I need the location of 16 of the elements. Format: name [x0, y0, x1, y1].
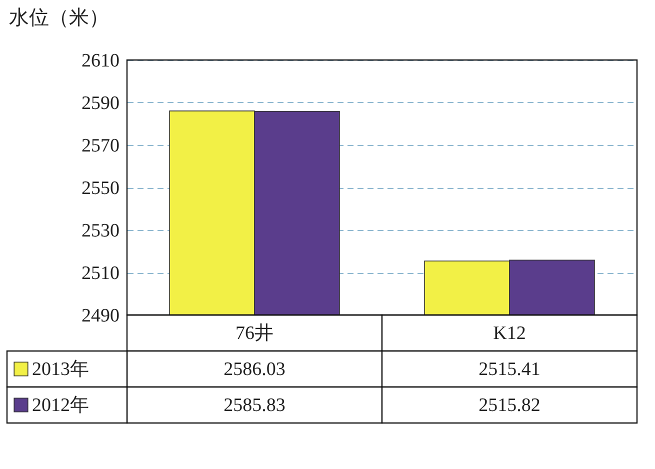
y-axis-title: 水位（米）	[9, 7, 109, 29]
y-tick-label: 2550	[82, 178, 120, 199]
data-label: 2515.41	[478, 359, 540, 380]
y-tick-label: 2610	[82, 50, 120, 72]
y-tick-label: 2490	[82, 306, 120, 326]
legend-label: 2013年	[32, 359, 89, 380]
data-label: 2585.83	[224, 395, 286, 416]
y-tick-label: 2530	[82, 220, 120, 242]
y-tick-label: 2590	[82, 93, 120, 114]
y-tick-label: 2510	[82, 263, 120, 284]
y-tick-label: 2570	[82, 136, 120, 156]
x-tick-label: K12	[493, 323, 526, 344]
legend-label: 2012年	[32, 395, 89, 416]
data-label: 2515.82	[478, 395, 540, 416]
data-label: 2586.03	[224, 359, 286, 380]
x-tick-label: 76井	[236, 323, 274, 344]
